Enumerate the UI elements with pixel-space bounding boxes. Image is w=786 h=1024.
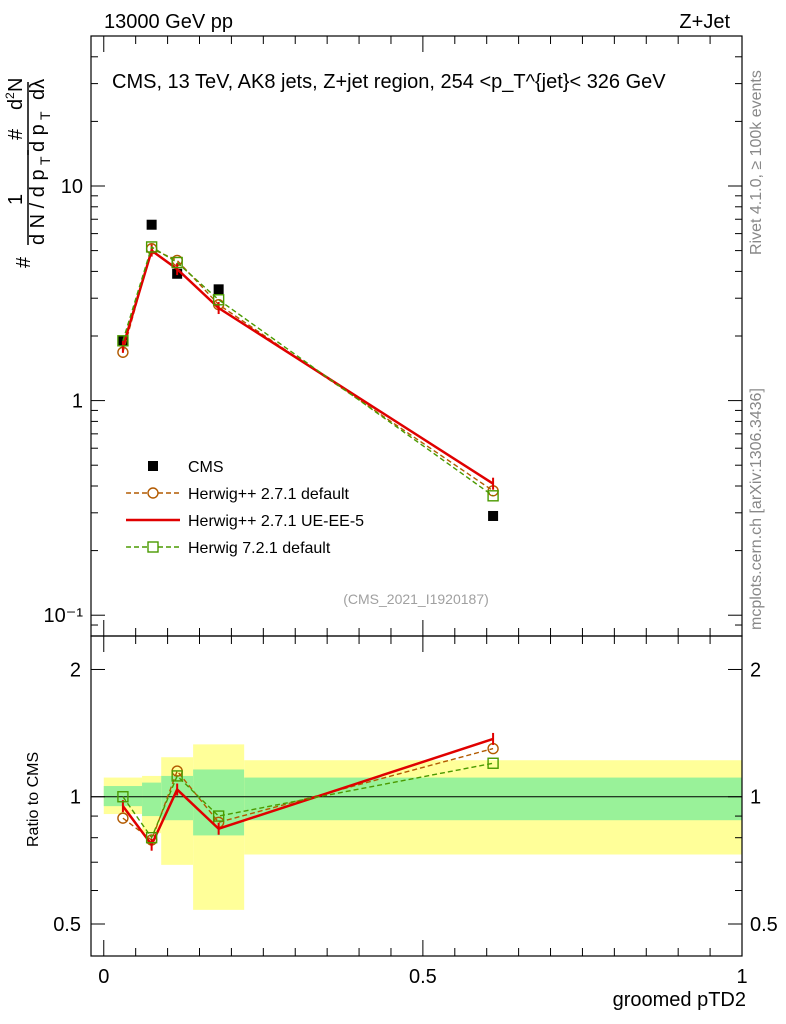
legend-label: Herwig 7.2.1 default (188, 540, 331, 557)
y-tick-label-right: 0.5 (750, 914, 778, 936)
rivet-note: Rivet 4.1.0, ≥ 100k events (748, 70, 765, 255)
uncertainty-band-inner (244, 777, 743, 821)
y-tick-label: 1 (72, 391, 83, 413)
legend-label: CMS (188, 459, 224, 476)
x-tick-label: 1 (736, 966, 747, 988)
series-marker-square (212, 294, 225, 306)
legend-marker-cms (148, 461, 158, 471)
series-line (121, 248, 494, 485)
svg-text:N: N (5, 78, 27, 92)
process-label: Z+Jet (679, 11, 730, 33)
series-marker-square (145, 241, 158, 253)
x-tick-label: 0.5 (409, 966, 437, 988)
main-panel: 10⁻¹ 1 10 CMS, 13 TeV, AK8 jets, Z+jet regi… (44, 35, 743, 637)
svg-text:T: T (37, 156, 53, 165)
svg-text:d N / d p: d N / d p (27, 169, 49, 245)
svg-text:d p: d p (27, 124, 49, 152)
svg-text:T: T (37, 111, 53, 120)
analysis-watermark: (CMS_2021_I1920187) (343, 591, 489, 607)
cms-data-point (213, 284, 224, 295)
svg-text:1: 1 (5, 194, 27, 205)
y-tick-label-right: 2 (750, 659, 761, 681)
series-marker-square (487, 757, 499, 769)
uncertainty-band-inner (103, 786, 143, 807)
series-marker-square (117, 791, 129, 803)
legend-label: Herwig++ 2.7.1 UE-EE-5 (188, 513, 364, 530)
chart-title: CMS, 13 TeV, AK8 jets, Z+jet region, 254… (112, 71, 666, 93)
ratio-panel: 0.5 0.5 1 1 2 2 0 0.5 1 (53, 635, 778, 988)
x-axis-label: groomed pTD2 (613, 989, 746, 1011)
cms-data-point (146, 219, 157, 230)
cms-data-point (488, 510, 499, 521)
svg-text:#: # (5, 128, 27, 140)
mcplots-note: mcplots.cern.ch [arXiv:1306.3436] (748, 388, 765, 630)
svg-text:dλ: dλ (27, 79, 49, 100)
legend-marker-square (147, 541, 159, 553)
series-marker-square (145, 831, 158, 844)
series-marker-square (117, 335, 129, 347)
energy-label: 13000 GeV pp (104, 11, 233, 33)
svg-text:#: # (13, 256, 35, 268)
series-marker-square (171, 256, 183, 269)
series-marker-square (487, 490, 499, 502)
series-line (122, 247, 494, 492)
series-marker-square (171, 770, 183, 782)
main-y-axis-label: # d N / d p T 1 d p T dλ # d 2 N (3, 78, 53, 268)
x-tick-label: 0 (98, 966, 109, 988)
ratio-frame (90, 635, 743, 957)
uncertainty-band-inner (142, 782, 162, 817)
y-tick-label-left: 2 (70, 659, 81, 681)
y-tick-label-right: 1 (750, 787, 761, 809)
y-tick-label: 10⁻¹ (44, 605, 84, 627)
series-line (122, 245, 494, 497)
legend-marker-circle (147, 487, 159, 499)
series-marker-circle (117, 812, 129, 824)
svg-text:d: d (5, 99, 27, 110)
legend-label: Herwig++ 2.7.1 default (188, 486, 350, 503)
y-tick-label-left: 0.5 (53, 914, 81, 936)
series-line (122, 762, 494, 840)
y-tick-label: 10 (61, 176, 83, 198)
series-marker-square (212, 810, 225, 822)
y-tick-label-left: 1 (70, 787, 81, 809)
ratio-y-axis-label: Ratio to CMS (25, 752, 42, 847)
svg-text:2: 2 (3, 92, 17, 99)
